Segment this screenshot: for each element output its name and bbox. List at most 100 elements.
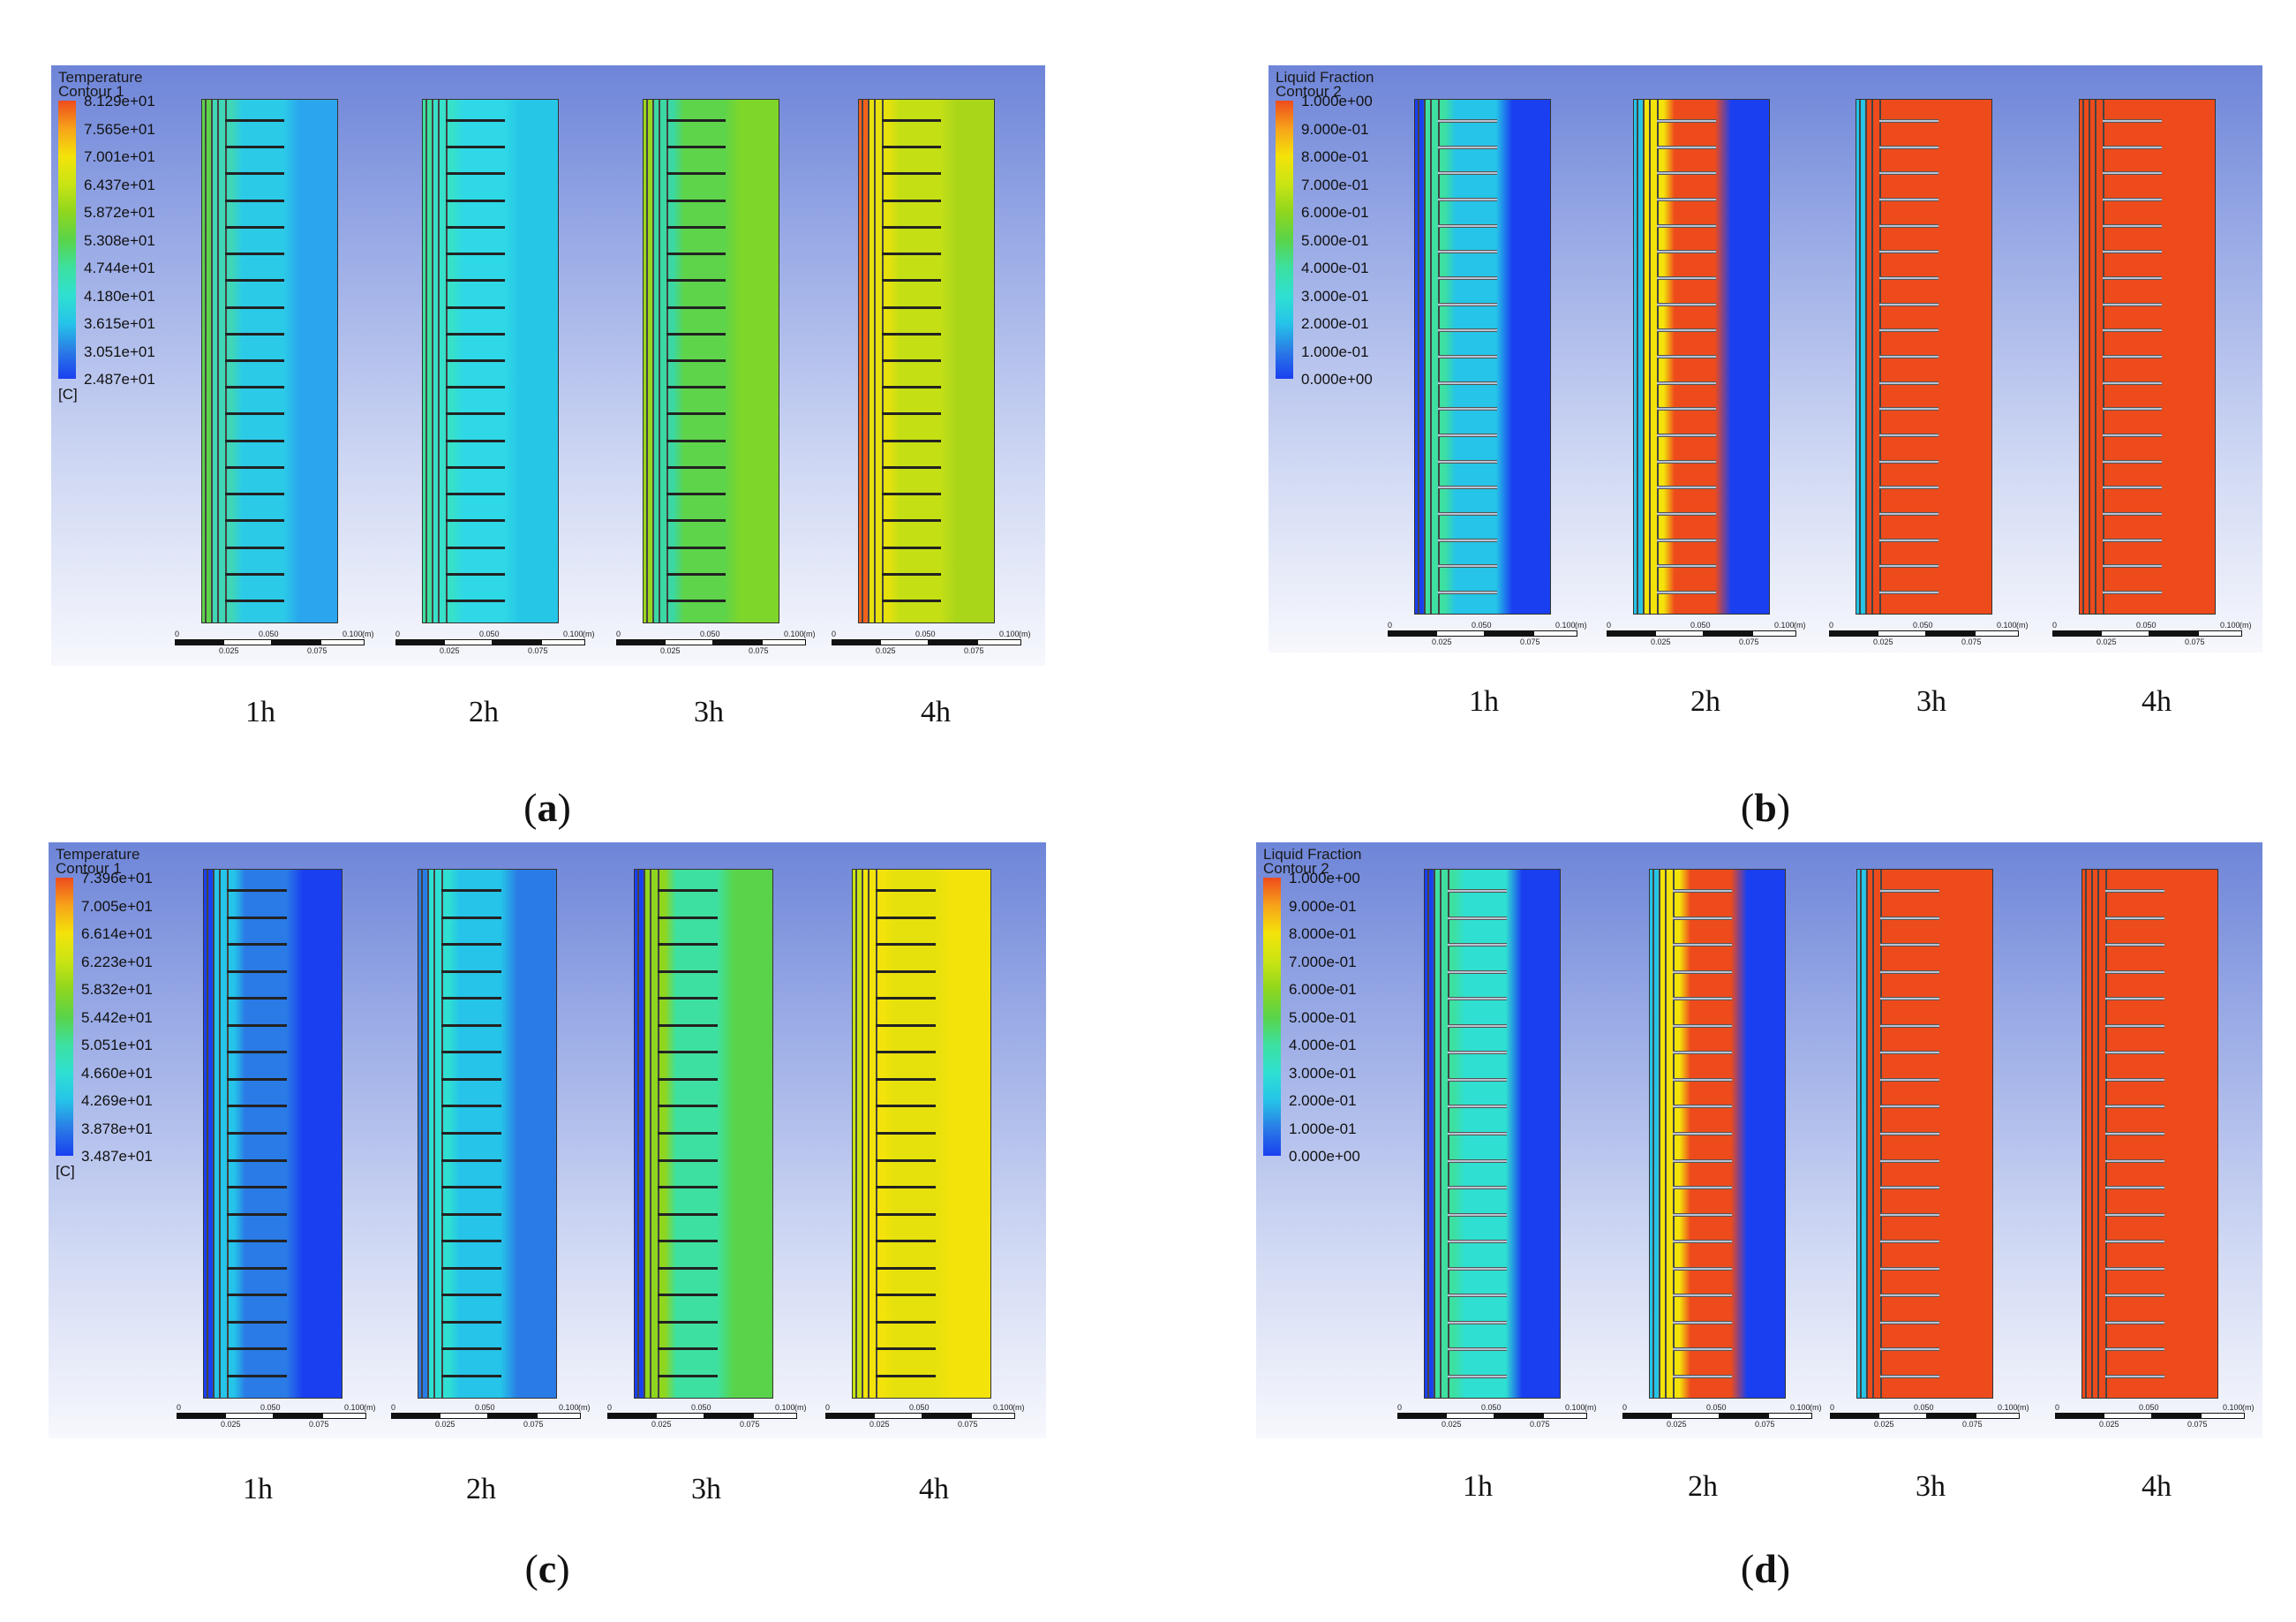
panel-d-colorbar-label: 1.000e-01 <box>1289 1120 1357 1137</box>
panel-c-fin <box>441 1158 501 1162</box>
panel-b-fin <box>1879 591 1938 594</box>
panel-d-scale-tick: 0.075 <box>1962 1420 1983 1429</box>
panel-a-tube-wall <box>211 100 213 622</box>
panel-a-fin <box>666 465 726 469</box>
panel-a-fin <box>882 572 941 576</box>
panel-a-scale-segment <box>272 639 320 645</box>
panel-a-time-3: 3h <box>694 696 724 728</box>
panel-c-fin <box>441 1186 501 1189</box>
panel-d-fin <box>1880 1347 1939 1352</box>
panel-b-fin <box>2103 564 2162 569</box>
panel-a-scale-tick: 0.075 <box>749 646 769 655</box>
panel-b-fin <box>2103 171 2162 176</box>
panel-d-fin <box>2105 1186 2164 1190</box>
panel-d-fin <box>1448 1158 1507 1163</box>
panel-b-fin <box>1657 276 1716 280</box>
panel-a-unit-label: [C] <box>58 386 78 403</box>
panel-d-fin <box>1448 1294 1507 1298</box>
panel-b-fin <box>1438 198 1497 201</box>
panel-b-fin <box>2103 355 2162 358</box>
panel-c-fin <box>658 889 718 892</box>
panel-a-figure: Temperature Contour 1 8.129e+01 7.565e+01 7.… <box>51 65 1045 666</box>
panel-d-colorbar-band <box>1263 989 1281 1017</box>
panel-b-colorbar-label: 1.000e+00 <box>1301 93 1373 109</box>
panel-a-fin <box>882 199 941 202</box>
panel-a-colorbar-label: 3.615e+01 <box>84 315 155 332</box>
panel-c-scale-tick: 0.050 <box>260 1403 281 1412</box>
panel-c-scale-tick: 0.025 <box>869 1420 890 1429</box>
panel-c-scale-segment <box>225 1413 274 1419</box>
panel-d-fin <box>2105 1077 2164 1082</box>
panel-d-scale-tick: 0 <box>2055 1403 2060 1412</box>
panel-c-fin <box>227 1105 287 1108</box>
panel-b-fin <box>1438 381 1497 385</box>
panel-c-fin <box>227 1077 287 1081</box>
panel-c-scale-segment <box>440 1413 488 1419</box>
panel-d-colorbar-label: 3.000e-01 <box>1289 1064 1357 1082</box>
caption-a: (a) <box>523 785 571 830</box>
panel-d-fin <box>1673 889 1732 893</box>
panel-c-scale-tick: 0.075 <box>523 1420 544 1429</box>
panel-b-colorbar-band <box>1276 351 1293 379</box>
panel-d-tube-wall <box>1872 870 1874 1398</box>
panel-b-fin <box>1657 171 1716 176</box>
panel-a-scale-tick: 0.100 <box>784 630 804 638</box>
panel-c-scale-ruler: 0 0.050 0.100 (m) 0.025 0.075 <box>607 1403 807 1430</box>
panel-a-scale-tick: 0.050 <box>479 630 500 638</box>
panel-a-fin <box>225 572 284 576</box>
panel-c-scale-tick: 0.100 <box>344 1403 365 1412</box>
panel-c-scale-segment <box>177 1413 225 1419</box>
panel-b-colorbar-label: 0.000e+00 <box>1301 371 1373 388</box>
panel-b-fin <box>1657 145 1716 149</box>
panel-d-colorbar-label: 4.000e-01 <box>1289 1037 1357 1053</box>
panel-c-time-4: 4h <box>919 1473 949 1505</box>
panel-d-fin <box>2105 916 2164 920</box>
panel-c-fin <box>227 1186 287 1189</box>
panel-c-colorbar-band <box>56 1128 73 1156</box>
panel-b-fin <box>1438 145 1497 149</box>
panel-b-colorbar-band <box>1276 101 1293 129</box>
panel-b-fin <box>2103 223 2162 228</box>
panel-b-scale-segment <box>2101 630 2149 637</box>
panel-d-scale-tick: 0.050 <box>1914 1403 1934 1412</box>
panel-c-colorbar-label: 6.223e+01 <box>81 953 153 970</box>
panel-d-scale-segment <box>1543 1413 1587 1419</box>
panel-d-colorbar-band <box>1263 1100 1281 1128</box>
panel-d-time-4: 4h <box>2142 1470 2172 1503</box>
panel-a-fin <box>666 386 726 389</box>
panel-a-fin <box>225 332 284 336</box>
panel-a-fin <box>882 119 941 122</box>
panel-b-fin <box>1879 407 1938 411</box>
panel-b-tube-wall <box>1871 100 1873 614</box>
panel-d-fin <box>1448 1132 1507 1135</box>
panel-b-colorbar-band <box>1276 323 1293 351</box>
panel-a-fin <box>882 412 941 416</box>
panel-c-scale-segment <box>922 1413 971 1419</box>
panel-d-fin <box>1673 1375 1732 1378</box>
panel-d-fin <box>1448 1023 1507 1028</box>
panel-b-time-4: 4h <box>2142 685 2172 718</box>
panel-b-scale-tick: 0.100 <box>2220 621 2240 630</box>
panel-b-fin <box>1879 328 1938 333</box>
panel-b-tube-wall <box>1649 100 1651 614</box>
panel-a-colorbar-band <box>58 212 76 240</box>
panel-d-tube-wall <box>1652 870 1654 1398</box>
panel-a-contour-4h <box>858 99 995 623</box>
panel-c-scale-tick: 0 <box>607 1403 613 1412</box>
panel-a-legend-quantity: Temperature <box>58 69 143 86</box>
panel-a-fin <box>446 519 505 523</box>
panel-a-fin <box>446 386 505 389</box>
panel-c-figure: Temperature Contour 1 7.396e+01 7.005e+01 6.… <box>49 842 1046 1438</box>
panel-d-scale-segment <box>1446 1413 1494 1419</box>
panel-a-scale-segment <box>762 639 806 645</box>
panel-d-scale-segment <box>1720 1413 1768 1419</box>
panel-d-fin <box>1448 1186 1507 1190</box>
panel-d-fin <box>1673 1186 1732 1190</box>
panel-d-fin <box>1880 1051 1939 1055</box>
panel-a-scale-segment <box>541 639 585 645</box>
panel-b-scale-segment <box>1655 630 1704 637</box>
panel-b-scale-tick: 0.050 <box>2136 621 2157 630</box>
panel-b-scale-tick: 0.050 <box>1472 621 1492 630</box>
panel-b-scale-segment <box>1878 630 1926 637</box>
panel-d-fin <box>1673 943 1732 947</box>
